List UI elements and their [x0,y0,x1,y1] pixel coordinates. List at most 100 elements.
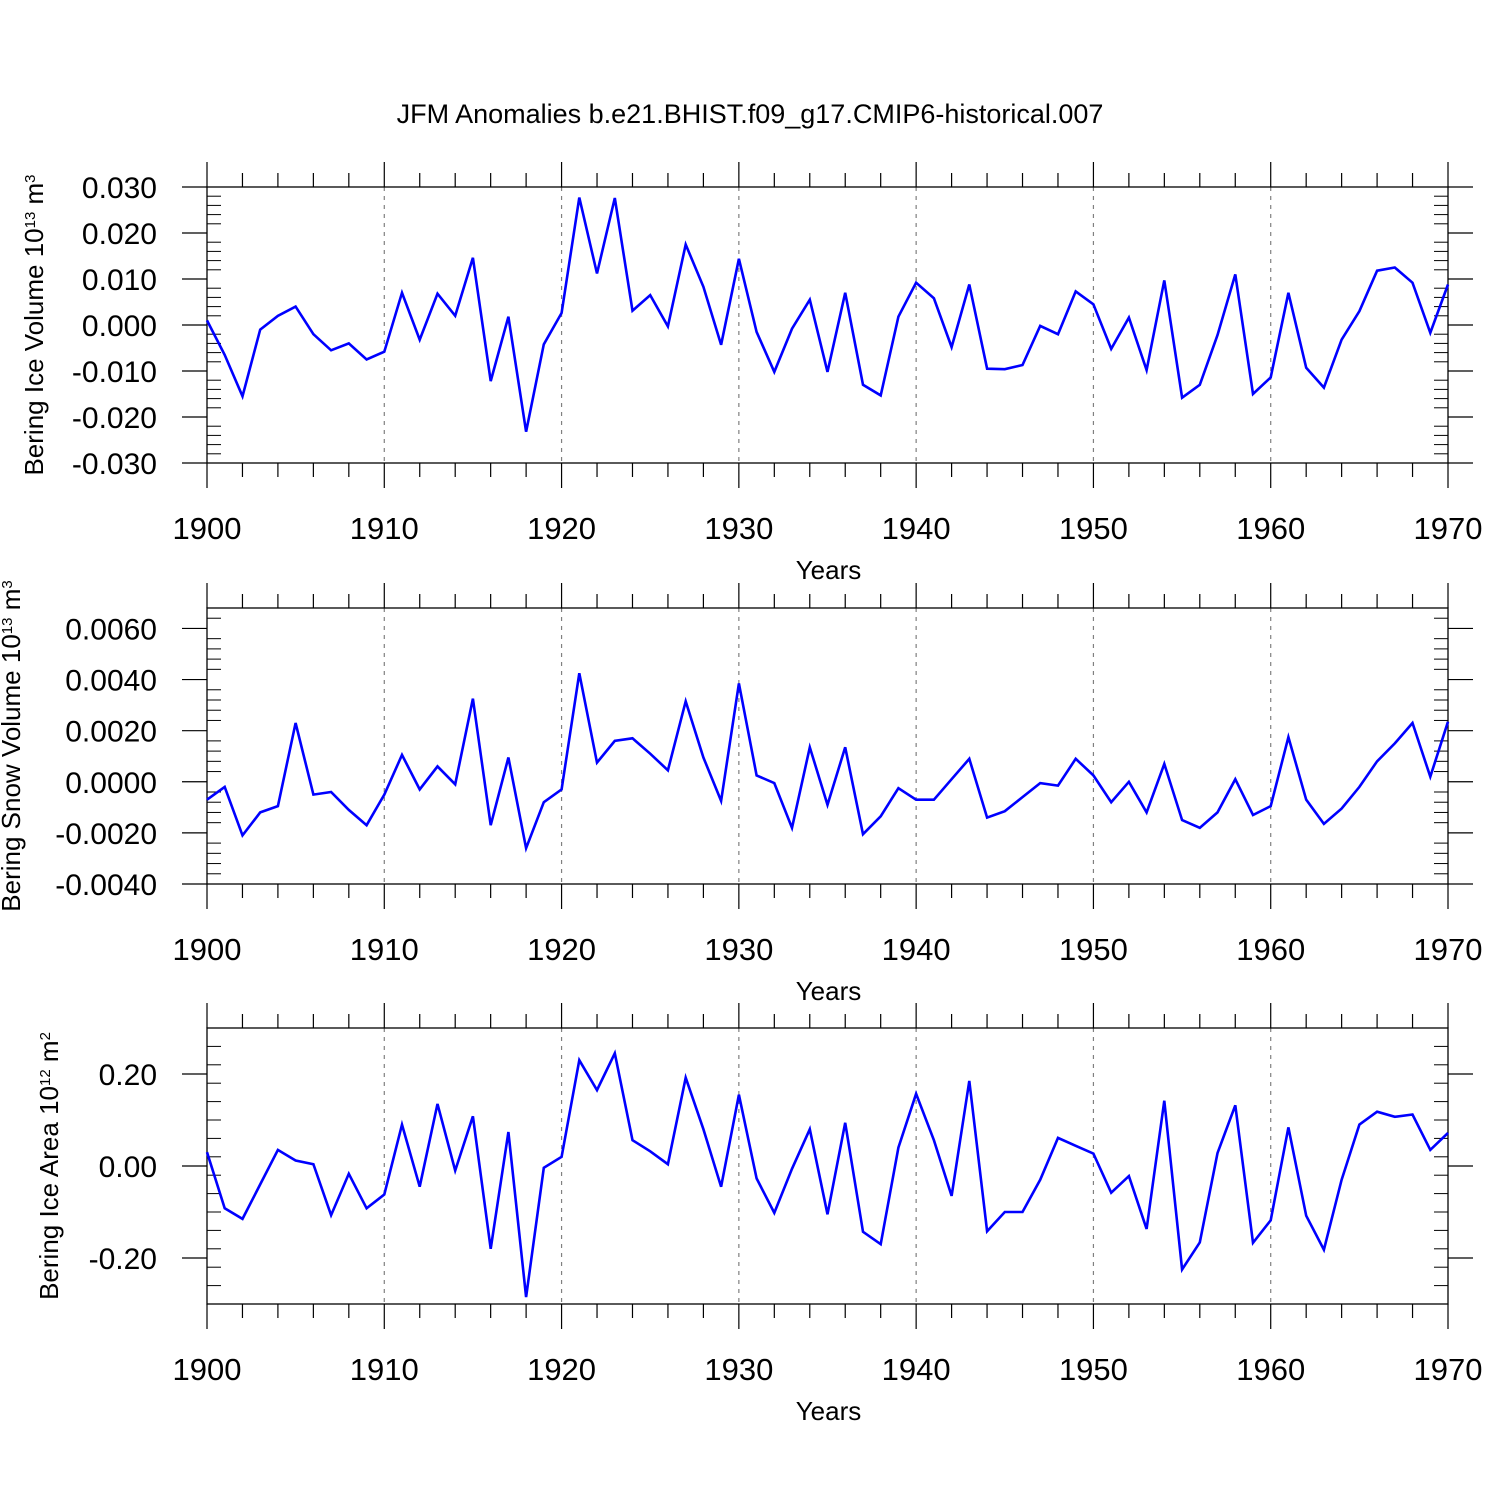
data-point [879,1242,883,1246]
data-point [524,846,528,850]
data-point [1251,1241,1255,1245]
data-point [1021,1210,1025,1214]
data-point [648,752,652,756]
data-point [1322,1248,1326,1252]
data-point [613,739,617,743]
data-point [524,430,528,434]
data-point [1393,266,1397,270]
data-point [1340,338,1344,342]
data-point [400,291,404,295]
data-point [1074,289,1078,293]
data-point [1251,392,1255,396]
data-point [382,350,386,354]
data-point [418,787,422,791]
data-point [985,367,989,371]
data-point [223,353,227,357]
data-point [506,756,510,760]
data-point [1357,309,1361,313]
data-point [879,393,883,397]
data-point [896,1146,900,1150]
data-point [1074,757,1078,761]
data-point [1340,807,1344,811]
y-tick-label: -0.0040 [55,869,157,902]
data-point [950,1194,954,1198]
x-tick-label: 1950 [1059,511,1128,546]
data-point [240,394,244,398]
data-point [382,1193,386,1197]
data-point [630,736,634,740]
data-point [843,291,847,295]
x-tick-label: 1900 [173,511,242,546]
data-point [1021,795,1025,799]
data-point [542,800,546,804]
data-point [1286,1125,1290,1129]
data-point [1074,1144,1078,1148]
data-point [1322,822,1326,826]
panel-snow-volume: 1900 1910 1920 1930 1940 1950 1960 1970 Years -0.… [0,580,1482,1006]
data-point [347,1172,351,1176]
data-point [1269,804,1273,808]
data-point [1304,1214,1308,1218]
y-tick-label: 0.20 [99,1059,157,1092]
data-point [719,799,723,803]
data-point [595,271,599,275]
data-point [1056,1136,1060,1140]
data-point [950,777,954,781]
data-point [1340,1178,1344,1182]
data-point [701,756,705,760]
data-point [1109,1191,1113,1195]
data-point [1091,302,1095,306]
data-point [808,1127,812,1131]
data-point [1216,333,1220,337]
data-point [1393,741,1397,745]
data-point [790,826,794,830]
data-point [755,330,759,334]
data-point [577,1058,581,1062]
data-point [1038,1178,1042,1182]
data-point [630,309,634,313]
data-point [1198,1240,1202,1244]
x-tick-label: 1930 [704,932,773,967]
x-tick-label: 1910 [350,511,419,546]
data-point [560,787,564,791]
y-tick-label: 0.0020 [65,716,157,749]
data-point [1127,1174,1131,1178]
data-point [1145,810,1149,814]
data-point [595,1088,599,1092]
y-tick-label: -0.20 [89,1243,157,1276]
x-tick-label: 1950 [1059,932,1128,967]
data-point [719,1185,723,1189]
data-point [560,311,564,315]
data-point [1180,818,1184,822]
data-point [1091,1152,1095,1156]
data-point [967,1079,971,1083]
data-point [311,793,315,797]
x-tick-label: 1920 [527,1352,596,1387]
data-point [258,1182,262,1186]
data-point [932,798,936,802]
data-point [914,1092,918,1096]
data-point [790,1167,794,1171]
series-line-snow-volume [206,672,1450,853]
data-point [826,1212,830,1216]
y-tick-label: -0.030 [72,448,157,481]
data-point [223,1206,227,1210]
data-point [329,348,333,352]
data-point [1091,773,1095,777]
x-tick-label: 1930 [704,1352,773,1387]
data-point [843,1121,847,1125]
data-point [613,1051,617,1055]
data-point [1411,281,1415,285]
data-point [666,768,670,772]
x-tick-label: 1940 [882,511,951,546]
data-point [1286,735,1290,739]
data-point [666,1162,670,1166]
data-point [205,318,209,322]
data-point [1216,1151,1220,1155]
data-point [1322,386,1326,390]
data-point [400,1123,404,1127]
data-point [1251,813,1255,817]
data-point [648,1149,652,1153]
data-point [932,296,936,300]
x-axis-title: Years [796,555,862,585]
